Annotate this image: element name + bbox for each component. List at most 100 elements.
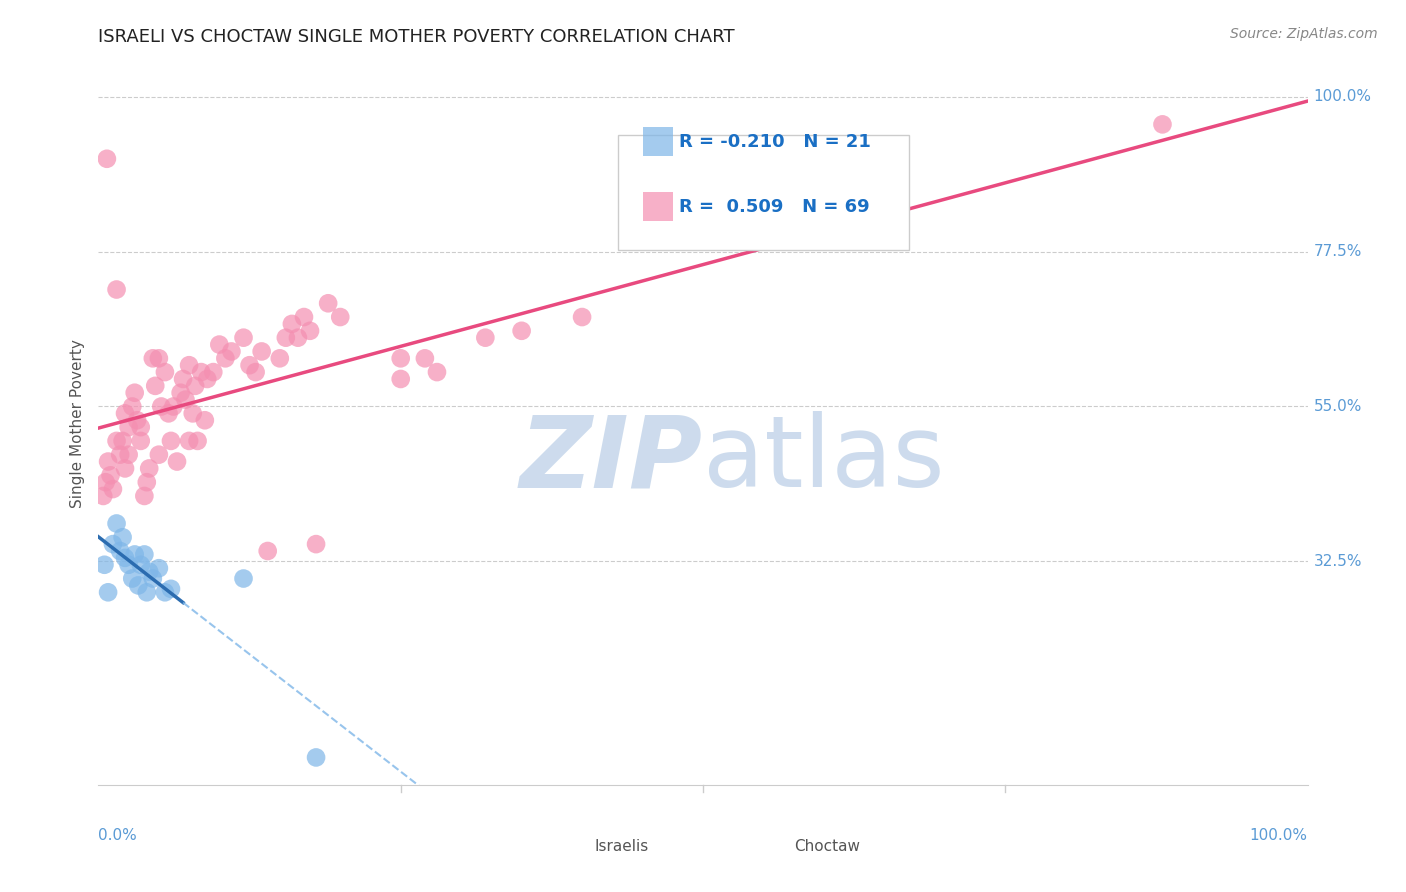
Point bbox=[108, 544, 131, 558]
Point bbox=[148, 561, 170, 575]
Point bbox=[124, 548, 146, 562]
Point bbox=[153, 585, 176, 599]
Point bbox=[129, 558, 152, 572]
Point bbox=[101, 482, 124, 496]
Point bbox=[202, 365, 225, 379]
Point bbox=[221, 344, 243, 359]
Text: 32.5%: 32.5% bbox=[1313, 554, 1362, 569]
Point bbox=[510, 324, 533, 338]
Text: R = -0.210   N = 21: R = -0.210 N = 21 bbox=[679, 133, 870, 151]
Point bbox=[305, 537, 328, 551]
Point bbox=[232, 331, 254, 345]
Point bbox=[150, 400, 173, 414]
Point bbox=[153, 365, 176, 379]
Point bbox=[105, 516, 128, 531]
FancyBboxPatch shape bbox=[619, 135, 908, 251]
Text: 0.0%: 0.0% bbox=[98, 829, 138, 843]
Bar bbox=[751, 839, 782, 864]
Point bbox=[281, 317, 304, 331]
Point bbox=[114, 550, 136, 565]
Y-axis label: Single Mother Poverty: Single Mother Poverty bbox=[69, 339, 84, 508]
Point bbox=[214, 351, 236, 366]
Point bbox=[389, 351, 412, 366]
Point bbox=[1152, 117, 1174, 131]
Point bbox=[194, 413, 217, 427]
Point bbox=[287, 331, 309, 345]
Point bbox=[135, 475, 157, 490]
Point bbox=[135, 585, 157, 599]
Text: ISRAELI VS CHOCTAW SINGLE MOTHER POVERTY CORRELATION CHART: ISRAELI VS CHOCTAW SINGLE MOTHER POVERTY… bbox=[98, 28, 735, 45]
Point bbox=[105, 283, 128, 297]
Point bbox=[299, 324, 322, 338]
Point bbox=[208, 337, 231, 351]
Point bbox=[179, 434, 201, 448]
Bar bbox=[643, 128, 673, 156]
Text: 100.0%: 100.0% bbox=[1313, 89, 1372, 104]
Point bbox=[134, 548, 156, 562]
Point bbox=[97, 454, 120, 468]
Text: Choctaw: Choctaw bbox=[793, 838, 859, 854]
Point bbox=[160, 582, 183, 596]
Point bbox=[413, 351, 436, 366]
Point bbox=[426, 365, 449, 379]
Point bbox=[148, 448, 170, 462]
Point bbox=[184, 379, 207, 393]
Point bbox=[127, 578, 149, 592]
Point bbox=[111, 530, 134, 544]
Text: 77.5%: 77.5% bbox=[1313, 244, 1362, 260]
Point bbox=[474, 331, 496, 345]
Point bbox=[101, 537, 124, 551]
Text: 100.0%: 100.0% bbox=[1250, 829, 1308, 843]
Point bbox=[121, 400, 143, 414]
Point bbox=[232, 572, 254, 586]
Point bbox=[239, 358, 262, 372]
Point bbox=[138, 565, 160, 579]
Point bbox=[181, 406, 204, 420]
Text: Israelis: Israelis bbox=[595, 838, 648, 854]
Point bbox=[96, 152, 118, 166]
Point bbox=[127, 413, 149, 427]
Point bbox=[105, 434, 128, 448]
Point bbox=[172, 372, 194, 386]
Point bbox=[114, 406, 136, 420]
Point bbox=[118, 420, 141, 434]
Point bbox=[97, 585, 120, 599]
Point bbox=[179, 358, 201, 372]
Point bbox=[305, 750, 328, 764]
Point bbox=[100, 468, 122, 483]
Point bbox=[108, 448, 131, 462]
Point bbox=[118, 448, 141, 462]
Point bbox=[93, 558, 115, 572]
Point bbox=[316, 296, 339, 310]
Point bbox=[571, 310, 593, 324]
Point bbox=[250, 344, 273, 359]
Point bbox=[129, 434, 152, 448]
Text: 55.0%: 55.0% bbox=[1313, 399, 1362, 414]
Text: ZIP: ZIP bbox=[520, 411, 703, 508]
Point bbox=[162, 400, 184, 414]
Point bbox=[114, 461, 136, 475]
Point bbox=[169, 385, 191, 400]
Point bbox=[187, 434, 209, 448]
Point bbox=[138, 461, 160, 475]
Point bbox=[274, 331, 297, 345]
Text: atlas: atlas bbox=[703, 411, 945, 508]
Point bbox=[124, 385, 146, 400]
Point bbox=[160, 434, 183, 448]
Point bbox=[91, 489, 114, 503]
Point bbox=[134, 489, 156, 503]
Point bbox=[174, 392, 197, 407]
Point bbox=[118, 558, 141, 572]
Point bbox=[329, 310, 352, 324]
Bar bbox=[558, 839, 588, 864]
Point bbox=[389, 372, 412, 386]
Point bbox=[129, 420, 152, 434]
Text: Source: ZipAtlas.com: Source: ZipAtlas.com bbox=[1230, 27, 1378, 41]
Text: R =  0.509   N = 69: R = 0.509 N = 69 bbox=[679, 198, 869, 216]
Point bbox=[142, 572, 165, 586]
Point bbox=[143, 379, 166, 393]
Point bbox=[269, 351, 291, 366]
Point bbox=[190, 365, 212, 379]
Bar bbox=[643, 193, 673, 221]
Point bbox=[111, 434, 134, 448]
